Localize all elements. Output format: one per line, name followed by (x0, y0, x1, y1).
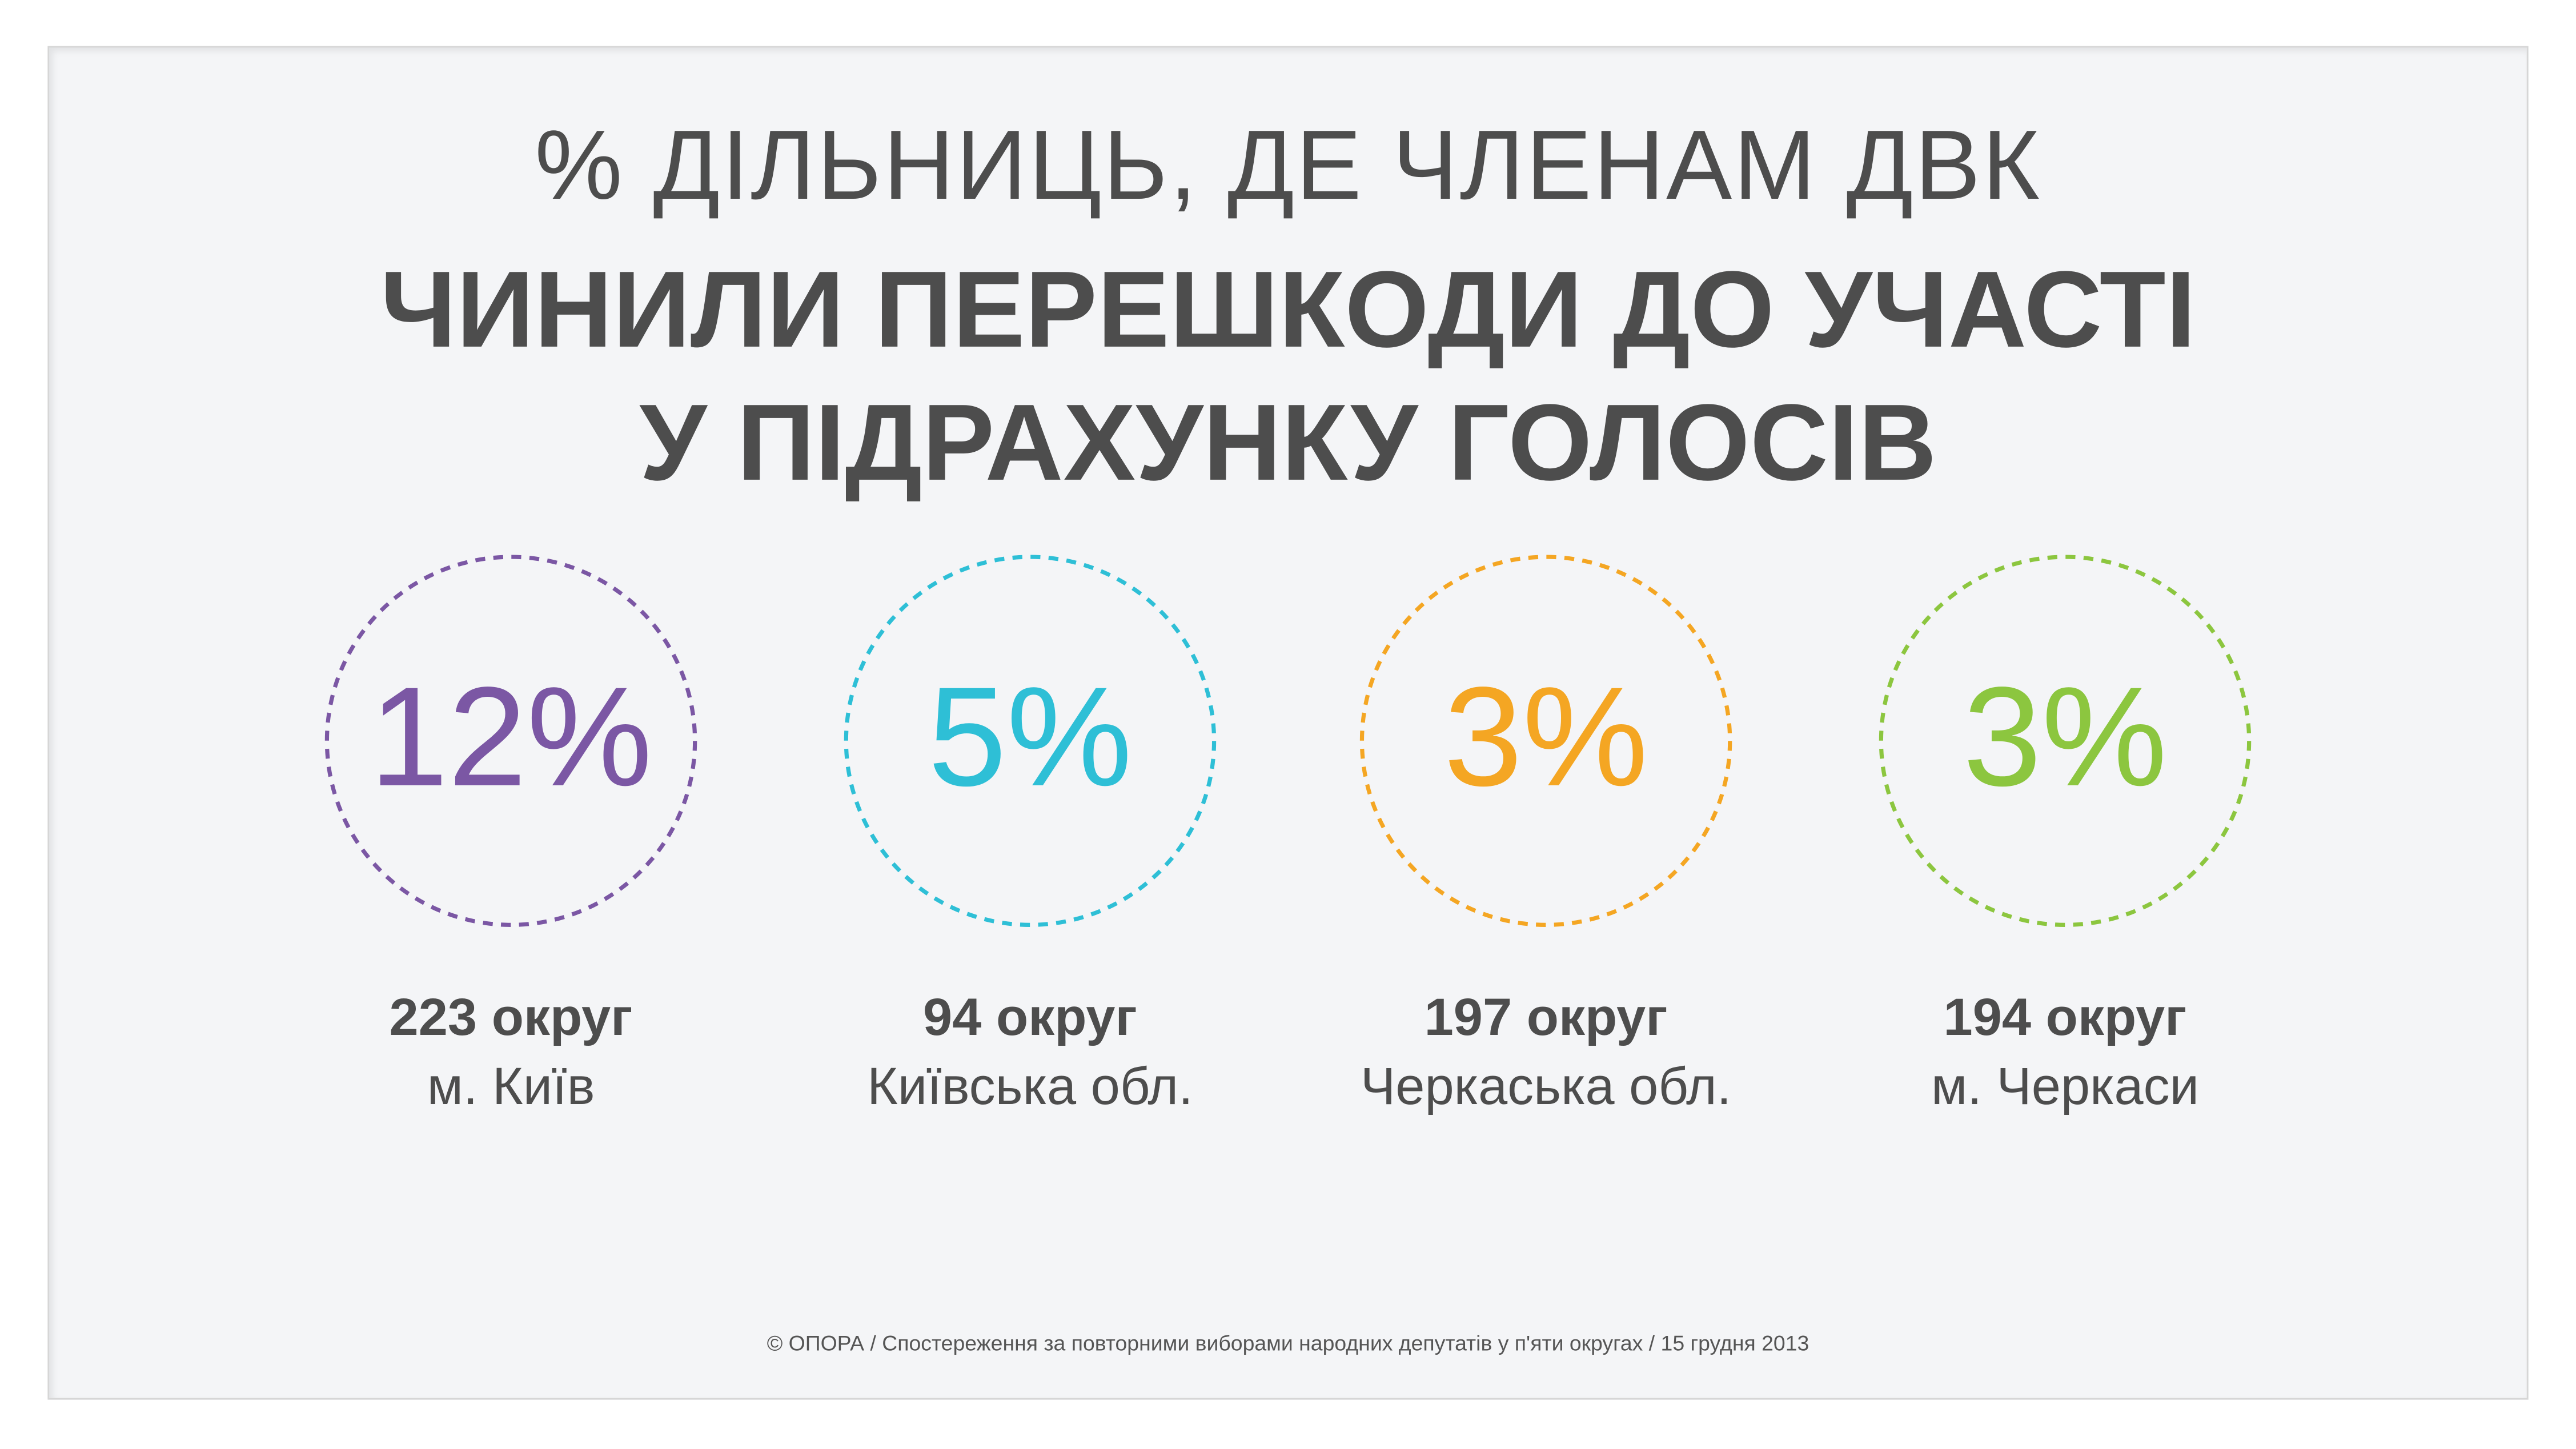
dashed-circle (1359, 555, 1732, 927)
stat-label: 94 округ Київська обл. (701, 982, 1359, 1121)
footer-credit: © ОПОРА / Спостереження за повторними ви… (767, 1330, 1809, 1355)
stat-value: 5% (928, 659, 1133, 817)
stat-value: 3% (1963, 659, 2168, 817)
stat-value: 12% (369, 659, 653, 817)
district-label: 223 округ (389, 987, 633, 1047)
dashed-circle (844, 555, 1217, 927)
region-label: м. Черкаси (1931, 1056, 2200, 1116)
district-label: 94 округ (923, 987, 1137, 1047)
infographic-panel (47, 46, 2529, 1400)
title-line-2: ЧИНИЛИ ПЕРЕШКОДИ ДО УЧАСТІ (380, 248, 2196, 370)
district-label: 194 округ (1943, 987, 2187, 1047)
dashed-circle (324, 555, 697, 927)
region-label: м. Київ (427, 1056, 595, 1116)
stat-label: 197 округ Черкаська обл. (1217, 982, 1875, 1121)
region-label: Київська обл. (867, 1056, 1193, 1116)
title-line-1: % ДІЛЬНИЦЬ, ДЕ ЧЛЕНАМ ДВК (535, 110, 2041, 220)
district-label: 197 округ (1424, 987, 1668, 1047)
title-line-3: У ПІДРАХУНКУ ГОЛОСІВ (639, 381, 1937, 503)
stat-value: 3% (1443, 659, 1648, 817)
dashed-circle (1879, 555, 2252, 927)
stat-label: 194 округ м. Черкаси (1736, 982, 2394, 1121)
stat-label: 223 округ м. Київ (182, 982, 840, 1121)
region-label: Черкаська обл. (1360, 1056, 1732, 1116)
